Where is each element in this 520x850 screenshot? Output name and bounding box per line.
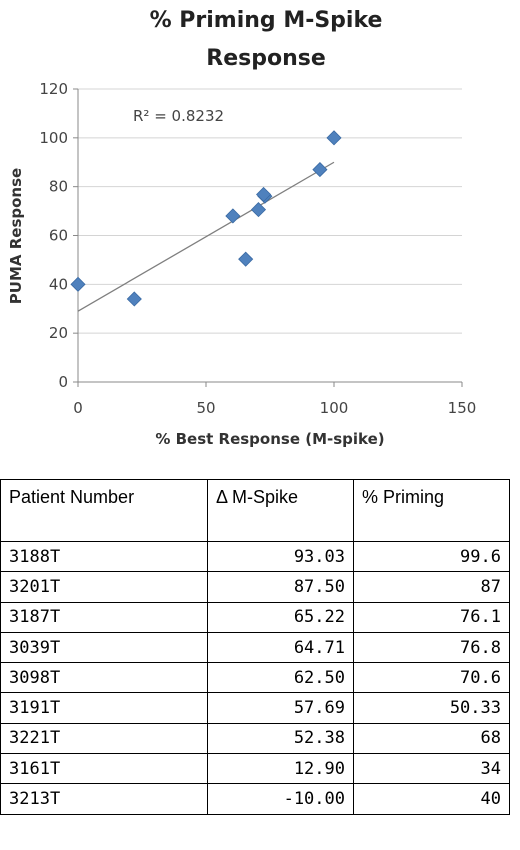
axes bbox=[73, 88, 463, 387]
gridlines bbox=[78, 88, 462, 334]
trendline bbox=[77, 161, 335, 312]
cell-percent-priming: 87 bbox=[353, 571, 510, 603]
chart-title-line-2: Response bbox=[206, 46, 326, 71]
cell-patient-number: 3221T bbox=[0, 722, 208, 755]
cell-percent-priming: 68 bbox=[353, 722, 510, 755]
y-tick-label: 20 bbox=[49, 324, 68, 342]
table-row: 3201T 87.50 87 bbox=[0, 571, 510, 603]
x-tick-label: 50 bbox=[196, 399, 215, 417]
chart-title-line-1: % Priming M-Spike bbox=[150, 8, 383, 33]
data-point bbox=[256, 186, 272, 203]
y-tick-label: 100 bbox=[39, 129, 68, 147]
data-point bbox=[326, 130, 342, 146]
cell-delta-m-spike: 52.38 bbox=[207, 722, 354, 755]
data-point bbox=[312, 162, 328, 178]
y-tick-label: 80 bbox=[49, 178, 68, 196]
header-percent-priming: % Priming bbox=[353, 479, 510, 542]
cell-delta-m-spike: 93.03 bbox=[207, 540, 354, 573]
cell-percent-priming: 40 bbox=[353, 783, 510, 815]
table-body: 3188T 93.03 99.6 3201T 87.50 87 3187T 65.22 76.1… bbox=[0, 540, 510, 815]
data-point bbox=[225, 208, 241, 224]
cell-patient-number: 3188T bbox=[0, 540, 208, 573]
data-point bbox=[126, 291, 142, 307]
table-row: 3191T 57.69 50.33 bbox=[0, 692, 510, 724]
y-tick-label: 0 bbox=[58, 373, 68, 391]
scatter-chart: % Priming M-Spike Response 0 20 40 60 80 100 1… bbox=[7, 8, 476, 448]
patient-table-container: Patient Number Δ M-Spike % Priming 3188T… bbox=[0, 479, 510, 815]
trendline-layer bbox=[77, 161, 335, 312]
data-points bbox=[70, 130, 342, 307]
header-delta-m-spike: Δ M-Spike bbox=[207, 479, 354, 542]
tick-labels: 0 20 40 60 80 100 120 0 50 100 150 bbox=[39, 80, 476, 417]
r-squared-annotation: R² = 0.8232 bbox=[133, 107, 224, 125]
cell-patient-number: 3213T bbox=[0, 783, 208, 815]
cell-patient-number: 3039T bbox=[0, 631, 208, 664]
cell-patient-number: 3201T bbox=[0, 571, 208, 603]
cell-percent-priming: 99.6 bbox=[353, 540, 510, 573]
y-tick-label: 40 bbox=[49, 275, 68, 293]
cell-patient-number: 3191T bbox=[0, 692, 208, 724]
y-axis-title: PUMA Response bbox=[7, 168, 25, 304]
x-tick-label: 150 bbox=[448, 399, 477, 417]
table-row: 3161T 12.90 34 bbox=[0, 753, 510, 785]
patient-table: Patient Number Δ M-Spike % Priming 3188T… bbox=[0, 479, 510, 815]
cell-patient-number: 3098T bbox=[0, 662, 208, 694]
table-header-row: Patient Number Δ M-Spike % Priming bbox=[0, 479, 510, 542]
cell-percent-priming: 50.33 bbox=[353, 692, 510, 724]
cell-delta-m-spike: 62.50 bbox=[207, 662, 354, 694]
cell-delta-m-spike: 87.50 bbox=[207, 571, 354, 603]
table-row: 3213T -10.00 40 bbox=[0, 783, 510, 815]
data-point bbox=[238, 251, 254, 267]
x-tick-label: 0 bbox=[73, 399, 83, 417]
y-tick-label: 60 bbox=[49, 227, 68, 245]
table-row: 3039T 64.71 76.8 bbox=[0, 631, 510, 664]
table-row: 3098T 62.50 70.6 bbox=[0, 662, 510, 694]
data-point bbox=[250, 202, 267, 218]
table-row: 3188T 93.03 99.6 bbox=[0, 540, 510, 573]
x-tick-label: 100 bbox=[320, 399, 349, 417]
table-row: 3187T 65.22 76.1 bbox=[0, 601, 510, 633]
cell-delta-m-spike: -10.00 bbox=[207, 783, 354, 815]
cell-percent-priming: 76.1 bbox=[353, 601, 510, 633]
cell-percent-priming: 76.8 bbox=[353, 631, 510, 664]
cell-patient-number: 3161T bbox=[0, 753, 208, 785]
cell-delta-m-spike: 57.69 bbox=[207, 692, 354, 724]
y-tick-label: 120 bbox=[39, 80, 68, 98]
cell-percent-priming: 70.6 bbox=[353, 662, 510, 694]
cell-delta-m-spike: 12.90 bbox=[207, 753, 354, 785]
cell-delta-m-spike: 64.71 bbox=[207, 631, 354, 664]
table-row: 3221T 52.38 68 bbox=[0, 722, 510, 755]
cell-percent-priming: 34 bbox=[353, 753, 510, 785]
cell-delta-m-spike: 65.22 bbox=[207, 601, 354, 633]
cell-patient-number: 3187T bbox=[0, 601, 208, 633]
data-point bbox=[70, 276, 86, 292]
x-axis-title: % Best Response (M-spike) bbox=[155, 430, 384, 448]
header-patient-number: Patient Number bbox=[0, 479, 208, 542]
